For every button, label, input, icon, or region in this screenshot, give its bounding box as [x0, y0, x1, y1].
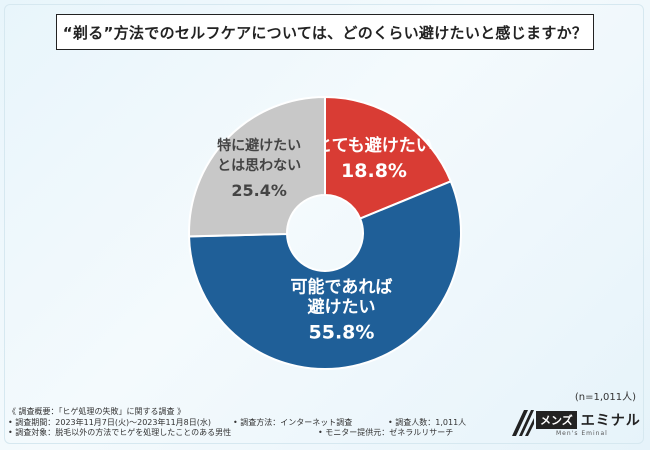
slice-value: 18.8% [341, 160, 407, 182]
survey-target: • 調査対象：脱毛以外の方法でヒゲを処理したことのある男性 [8, 428, 232, 437]
slice-value: 25.4% [231, 181, 287, 200]
survey-provider: • モニター提供元：ゼネラルリサーチ [318, 428, 454, 437]
slice-label-text: とても避けたい [315, 135, 433, 156]
slice-1 [188, 180, 462, 371]
title-box: “剃る”方法でのセルフケアについては、どのくらい避けたいと感じますか？ [56, 14, 594, 50]
survey-period: • 調査期間：2023年11月7日(火)〜2023年11月8日(水) [8, 417, 212, 427]
chart-title: “剃る”方法でのセルフケアについては、どのくらい避けたいと感じますか？ [62, 23, 588, 42]
slice-label-text: 避けたい [307, 296, 375, 317]
survey-summary: 《 調査概要：「ヒゲ処理の失敗」に関する調査 》 [8, 407, 186, 416]
logo-sub: Men's Eminal [556, 430, 608, 437]
sample-size: (n=1,011人) [574, 392, 636, 403]
logo-mark-icon [512, 410, 534, 436]
logo-mens: メンズ [536, 411, 577, 429]
brand-logo: メンズ エミナル Men's Eminal [512, 408, 642, 442]
survey-count: • 調査人数：1,011人 [388, 417, 467, 427]
slice-0 [324, 95, 453, 220]
page-frame [4, 4, 644, 444]
slice-label-text: とは思わない [217, 158, 301, 174]
survey-footer: 《 調査概要：「ヒゲ処理の失敗」に関する調査 》 • 調査期間：2023年11月… [8, 407, 508, 439]
slice-label-text: 可能であれば [291, 276, 393, 297]
slice-label-text: 特に避けたい [217, 137, 301, 154]
survey-method: • 調査方法：インターネット調査 [233, 417, 353, 427]
slice-value: 55.8% [309, 321, 375, 343]
logo-eminal: エミナル [580, 413, 641, 429]
slice-2 [188, 95, 326, 238]
slice-label-0: とても避けたい 18.8% [315, 135, 433, 182]
